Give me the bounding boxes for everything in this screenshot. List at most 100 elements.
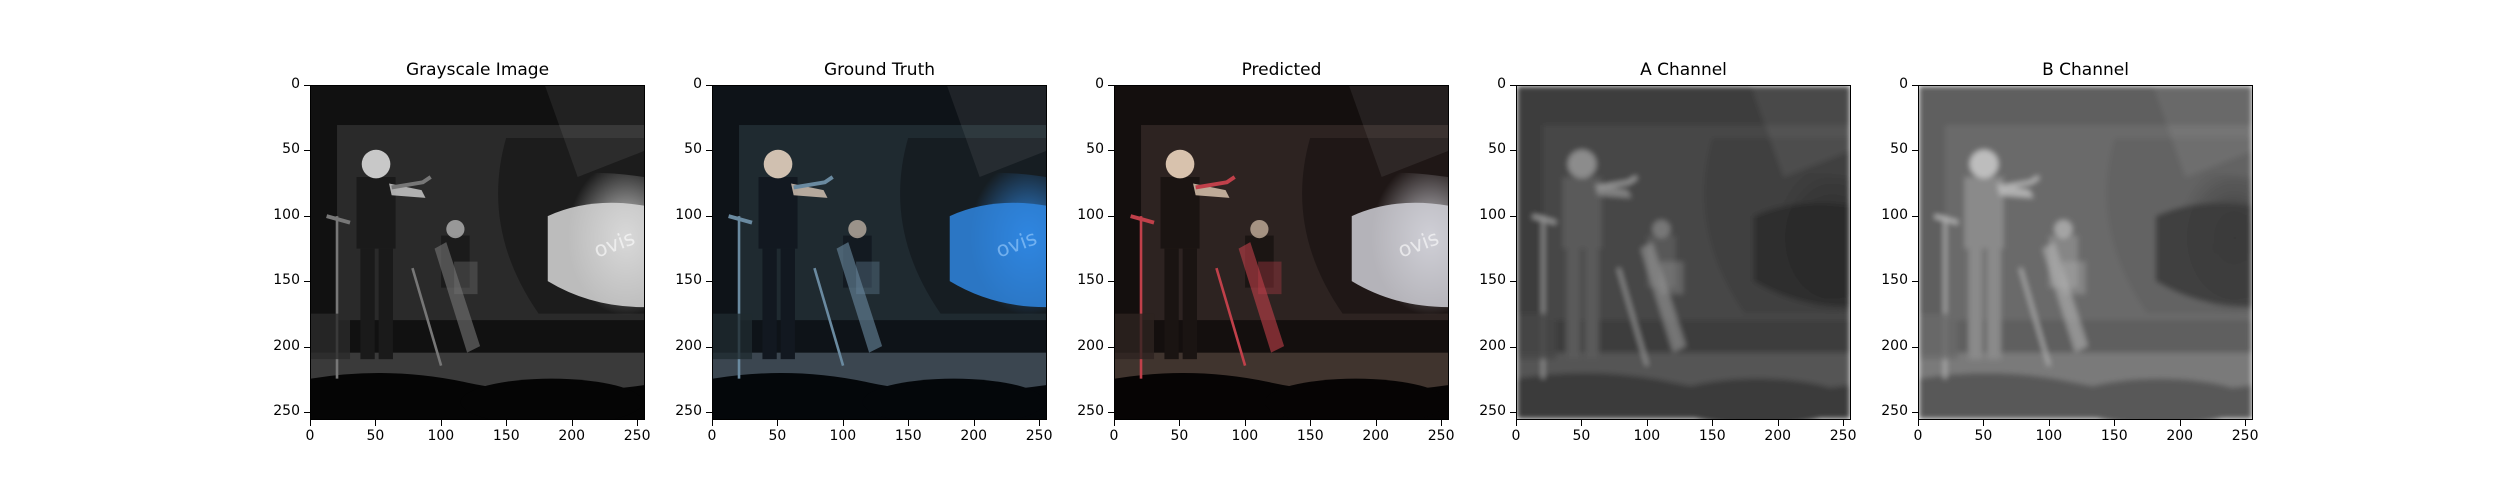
y-tick-label: 50 (282, 141, 300, 158)
y-tick-mark (1108, 346, 1114, 348)
panel-title: A Channel (1640, 60, 1727, 80)
x-tick-label: 250 (1427, 428, 1455, 444)
x-tick-label: 50 (1974, 428, 1993, 444)
y-tick-mark (1912, 346, 1918, 348)
x-tick-label: 200 (1764, 428, 1792, 444)
image-channel-a: ovis (1516, 85, 1851, 420)
y-tick-label: 150 (675, 272, 702, 289)
x-tick-label: 250 (623, 428, 651, 444)
y-tick-mark (304, 150, 310, 152)
y-tick-label: 100 (1479, 206, 1506, 223)
panel-title: Ground Truth (823, 60, 936, 80)
x-tick-mark (506, 420, 508, 426)
y-tick-mark (1912, 150, 1918, 152)
panel-title: Predicted (1241, 60, 1322, 80)
x-tick-mark (2179, 420, 2181, 426)
y-tick-mark (304, 215, 310, 217)
x-tick-label: 0 (707, 428, 717, 444)
x-tick-mark (842, 420, 844, 426)
x-tick-mark (1179, 420, 1181, 426)
x-tick-mark (310, 420, 311, 426)
y-tick-mark (1510, 412, 1516, 414)
x-tick-mark (571, 420, 573, 426)
y-tick-label: 0 (291, 76, 300, 92)
y-tick-mark (1912, 85, 1918, 86)
y-tick-label: 100 (675, 206, 702, 223)
x-tick-label: 200 (1362, 428, 1390, 444)
x-tick-label: 150 (1698, 428, 1726, 444)
y-tick-label: 250 (675, 403, 702, 420)
panel-channel-a: A Channel ovis (1476, 0, 1856, 500)
x-tick-mark (1581, 420, 1583, 426)
y-tick-mark (1912, 412, 1918, 414)
x-tick-label: 0 (1109, 428, 1119, 444)
y-tick-label: 100 (273, 206, 300, 223)
x-tick-mark (2114, 420, 2116, 426)
y-tick-mark (706, 346, 712, 348)
x-tick-label: 0 (305, 428, 315, 444)
x-tick-mark (1712, 420, 1714, 426)
y-tick-mark (1108, 412, 1114, 414)
y-tick-mark (304, 346, 310, 348)
y-tick-label: 200 (1077, 337, 1104, 354)
y-tick-label: 250 (273, 403, 300, 420)
y-tick-label: 0 (1497, 76, 1506, 92)
y-tick-mark (1510, 346, 1516, 348)
y-tick-mark (706, 281, 712, 283)
x-tick-label: 200 (960, 428, 988, 444)
panel-title: B Channel (2042, 60, 2129, 80)
y-tick-label: 0 (1095, 76, 1104, 92)
x-tick-label: 100 (1633, 428, 1661, 444)
y-tick-mark (1510, 85, 1516, 86)
x-tick-mark (1375, 420, 1377, 426)
x-tick-mark (2245, 420, 2247, 426)
y-tick-label: 50 (1890, 141, 1908, 158)
panel-gray: Grayscale Image ovis (270, 0, 650, 500)
image-predicted: ovis (1114, 85, 1449, 420)
y-tick-mark (1510, 281, 1516, 283)
x-tick-mark (1244, 420, 1246, 426)
x-tick-label: 50 (768, 428, 787, 444)
x-tick-label: 250 (2231, 428, 2259, 444)
x-tick-mark (973, 420, 975, 426)
x-tick-mark (908, 420, 910, 426)
x-tick-mark (1983, 420, 1985, 426)
x-tick-label: 100 (427, 428, 455, 444)
x-tick-mark (1039, 420, 1041, 426)
y-tick-label: 150 (1881, 272, 1908, 289)
y-tick-label: 200 (675, 337, 702, 354)
y-tick-mark (1108, 150, 1114, 152)
y-tick-mark (1912, 281, 1918, 283)
x-tick-mark (2048, 420, 2050, 426)
x-tick-label: 200 (2166, 428, 2194, 444)
y-tick-label: 200 (1881, 337, 1908, 354)
x-tick-mark (1441, 420, 1443, 426)
y-tick-label: 50 (1488, 141, 1506, 158)
y-tick-label: 0 (693, 76, 702, 92)
x-tick-mark (1516, 420, 1517, 426)
y-tick-label: 0 (1899, 76, 1908, 92)
y-tick-mark (304, 85, 310, 86)
y-tick-mark (1108, 85, 1114, 86)
y-tick-label: 50 (1086, 141, 1104, 158)
y-tick-mark (706, 215, 712, 217)
y-tick-mark (706, 85, 712, 86)
y-tick-mark (1108, 281, 1114, 283)
x-tick-mark (1310, 420, 1312, 426)
y-tick-mark (1510, 150, 1516, 152)
x-tick-mark (1646, 420, 1648, 426)
panel-predicted: Predicted ovis (1074, 0, 1454, 500)
x-tick-label: 250 (1829, 428, 1857, 444)
y-tick-label: 150 (1077, 272, 1104, 289)
x-tick-label: 0 (1913, 428, 1923, 444)
x-tick-label: 150 (2100, 428, 2128, 444)
panel-title: Grayscale Image (405, 60, 550, 80)
x-tick-mark (375, 420, 377, 426)
y-tick-label: 250 (1479, 403, 1506, 420)
x-tick-label: 50 (366, 428, 385, 444)
y-tick-mark (706, 412, 712, 414)
x-tick-mark (1114, 420, 1115, 426)
y-tick-mark (1912, 215, 1918, 217)
